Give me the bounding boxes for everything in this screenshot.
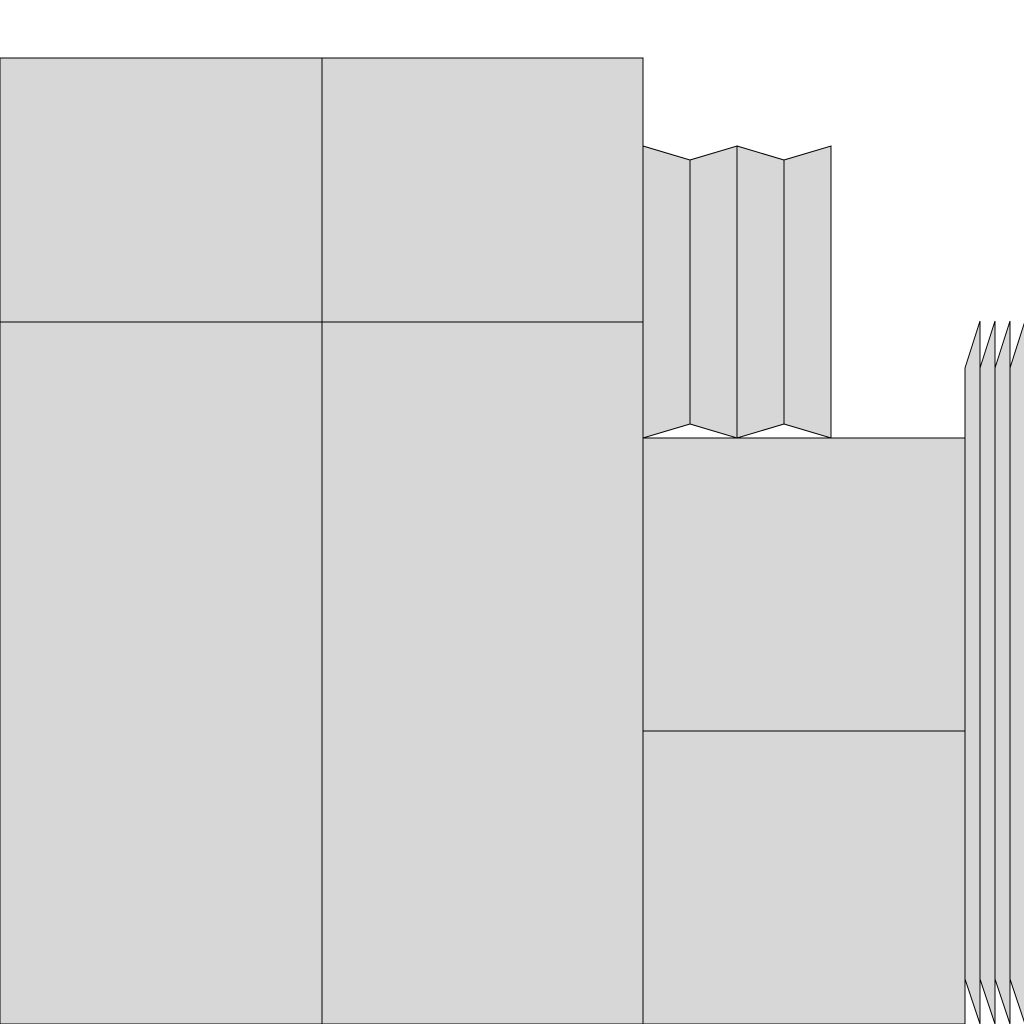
accordion-strip — [783, 145, 832, 439]
rect-panel — [642, 437, 966, 732]
rect-panel — [321, 57, 644, 323]
edge-fold-strip — [994, 320, 1011, 1024]
edge-fold-strip — [1009, 322, 1024, 1023]
accordion-strip — [642, 145, 691, 439]
edge-fold-strip — [979, 320, 996, 1024]
rect-panel — [0, 321, 323, 1024]
accordion-strip — [689, 145, 738, 439]
edge-fold-strip — [964, 320, 981, 1024]
rect-panel — [642, 730, 966, 1024]
rect-panel — [321, 321, 644, 1024]
accordion-strip — [736, 145, 785, 439]
rect-panel — [0, 57, 323, 323]
